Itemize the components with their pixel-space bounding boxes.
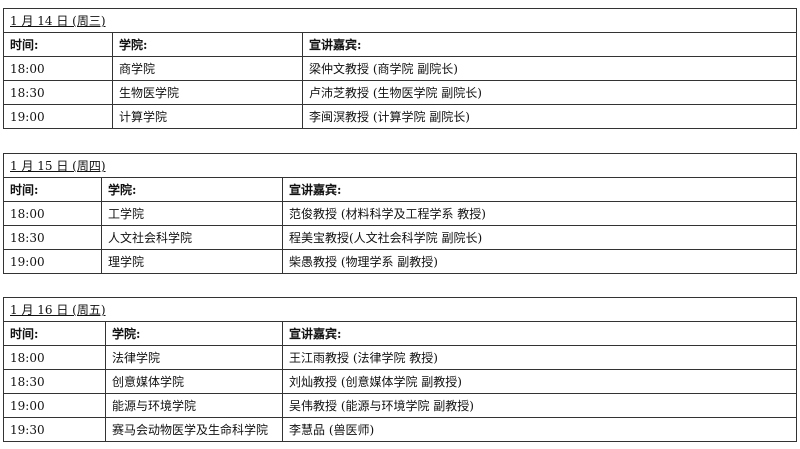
college-cell: 赛马会动物医学及生命科学院	[105, 417, 283, 442]
time-cell: 18:00	[3, 56, 113, 81]
time-cell: 19:00	[3, 393, 106, 418]
table-row: 19:00 理学院 柴愚教授 (物理学系 副教授)	[3, 249, 798, 274]
speaker-cell: 李慧品 (兽医师)	[281, 417, 798, 442]
time-cell: 18:30	[3, 369, 106, 394]
column-header: 宣讲嘉宾:	[281, 321, 798, 346]
college-cell: 人文社会科学院	[101, 225, 283, 250]
speaker-cell: 卢沛芝教授 (生物医学院 副院长)	[301, 80, 798, 105]
header-row: 时间: 学院: 宣讲嘉宾:	[3, 32, 798, 57]
header-row: 时间: 学院: 宣讲嘉宾:	[3, 321, 798, 346]
table-row: 18:30 生物医学院 卢沛芝教授 (生物医学院 副院长)	[3, 80, 798, 105]
table-row: 18:00 商学院 梁仲文教授 (商学院 副院长)	[3, 56, 798, 81]
college-cell: 计算学院	[112, 104, 303, 129]
table-row: 19:00 计算学院 李闽溟教授 (计算学院 副院长)	[3, 104, 798, 129]
time-cell: 18:30	[3, 225, 102, 250]
column-header: 时间:	[3, 32, 113, 57]
schedule-table: 1 月 14 日 (周三) 时间: 学院: 宣讲嘉宾: 18:00 商学院 梁仲文教授 (商…	[2, 8, 798, 129]
day-title-row: 1 月 15 日 (周四)	[2, 153, 798, 178]
speaker-cell: 王江雨教授 (法律学院 教授)	[281, 345, 798, 370]
speaker-cell: 梁仲文教授 (商学院 副院长)	[301, 56, 798, 81]
column-header: 学院:	[105, 321, 283, 346]
speaker-cell: 吴伟教授 (能源与环境学院 副教授)	[281, 393, 798, 418]
header-row: 时间: 学院: 宣讲嘉宾:	[3, 177, 798, 202]
time-cell: 18:30	[3, 80, 113, 105]
column-header: 宣讲嘉宾:	[281, 177, 798, 202]
column-header: 宣讲嘉宾:	[301, 32, 798, 57]
column-header: 学院:	[112, 32, 303, 57]
table-row: 19:00 能源与环境学院 吴伟教授 (能源与环境学院 副教授)	[3, 393, 798, 418]
college-cell: 法律学院	[105, 345, 283, 370]
college-cell: 理学院	[101, 249, 283, 274]
speaker-cell: 刘灿教授 (创意媒体学院 副教授)	[281, 369, 798, 394]
day-title: 1 月 16 日 (周五)	[10, 303, 106, 317]
day-title-row: 1 月 14 日 (周三)	[2, 8, 798, 33]
day-title: 1 月 15 日 (周四)	[10, 159, 106, 173]
time-cell: 19:00	[3, 249, 102, 274]
college-cell: 工学院	[101, 201, 283, 226]
time-cell: 19:30	[3, 417, 106, 442]
column-header: 学院:	[101, 177, 283, 202]
table-row: 18:30 人文社会科学院 程美宝教授(人文社会科学院 副院长)	[3, 225, 798, 250]
table-row: 19:30 赛马会动物医学及生命科学院 李慧品 (兽医师)	[3, 417, 798, 442]
schedule-table: 1 月 16 日 (周五) 时间: 学院: 宣讲嘉宾: 18:00 法律学院 王江雨教授 (…	[2, 297, 798, 442]
day-title: 1 月 14 日 (周三)	[10, 14, 106, 28]
college-cell: 商学院	[112, 56, 303, 81]
college-cell: 创意媒体学院	[105, 369, 283, 394]
speaker-cell: 程美宝教授(人文社会科学院 副院长)	[281, 225, 798, 250]
column-header: 时间:	[3, 177, 102, 202]
schedule-table: 1 月 15 日 (周四) 时间: 学院: 宣讲嘉宾: 18:00 工学院 范俊教授 (材料…	[2, 153, 798, 274]
time-cell: 19:00	[3, 104, 113, 129]
college-cell: 生物医学院	[112, 80, 303, 105]
table-row: 18:00 工学院 范俊教授 (材料科学及工程学系 教授)	[3, 201, 798, 226]
table-row: 18:00 法律学院 王江雨教授 (法律学院 教授)	[3, 345, 798, 370]
speaker-cell: 李闽溟教授 (计算学院 副院长)	[301, 104, 798, 129]
time-cell: 18:00	[3, 201, 102, 226]
column-header: 时间:	[3, 321, 106, 346]
college-cell: 能源与环境学院	[105, 393, 283, 418]
speaker-cell: 柴愚教授 (物理学系 副教授)	[281, 249, 798, 274]
day-title-row: 1 月 16 日 (周五)	[2, 297, 798, 322]
table-row: 18:30 创意媒体学院 刘灿教授 (创意媒体学院 副教授)	[3, 369, 798, 394]
time-cell: 18:00	[3, 345, 106, 370]
speaker-cell: 范俊教授 (材料科学及工程学系 教授)	[281, 201, 798, 226]
